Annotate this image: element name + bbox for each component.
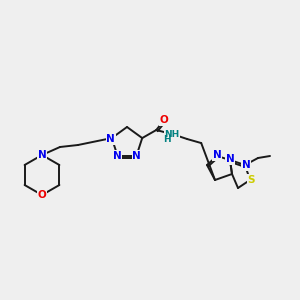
Text: N: N — [132, 151, 141, 161]
Text: N: N — [113, 151, 122, 161]
Text: N: N — [106, 134, 115, 144]
Text: N: N — [38, 150, 46, 160]
Text: N: N — [226, 154, 234, 164]
Text: O: O — [160, 115, 169, 125]
Text: NH: NH — [165, 130, 180, 139]
Text: S: S — [247, 175, 255, 185]
Text: N: N — [213, 150, 221, 160]
Text: O: O — [38, 190, 46, 200]
Text: N: N — [242, 160, 250, 170]
Text: H: H — [164, 135, 171, 144]
